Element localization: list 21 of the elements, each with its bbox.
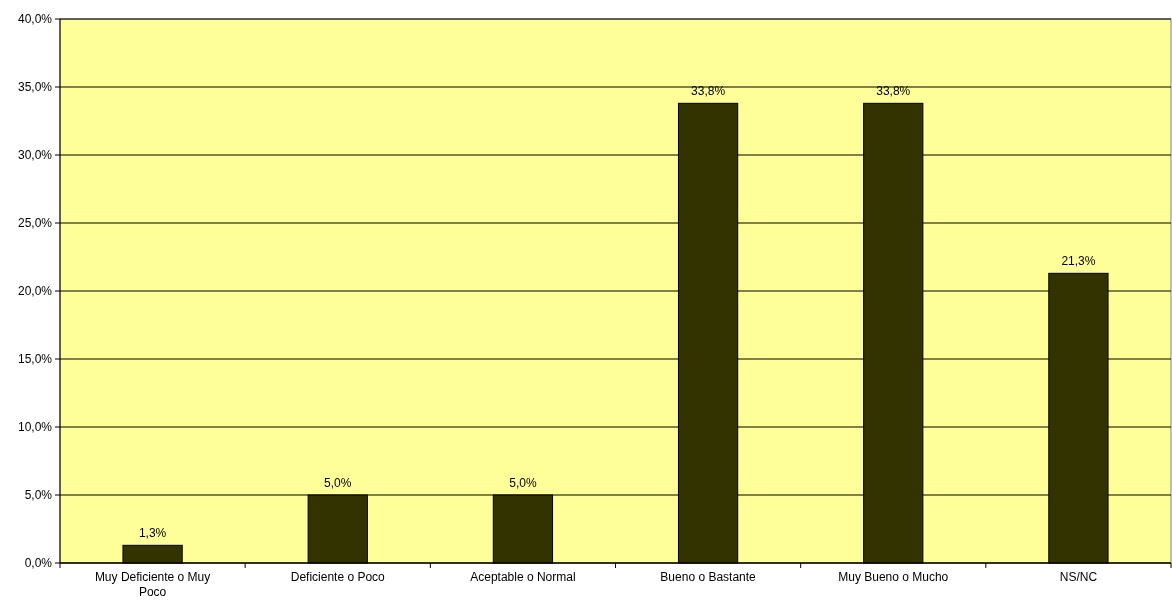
x-tick-label: Muy Deficiente o Muy Poco: [94, 570, 211, 599]
y-tick-label: 20,0%: [17, 284, 53, 299]
x-tick-label: Deficiente o Poco: [290, 570, 386, 584]
y-tick-label: 15,0%: [17, 352, 53, 367]
x-tick-label: NS/NC: [1059, 570, 1098, 584]
x-tick-label: Bueno o Bastante: [660, 570, 757, 584]
y-tick-label: 35,0%: [17, 80, 53, 95]
y-tick-label: 10,0%: [17, 420, 53, 435]
data-label: 5,0%: [509, 476, 537, 490]
y-tick-label: 25,0%: [17, 216, 53, 231]
data-label: 21,3%: [1061, 254, 1096, 269]
data-label: 5,0%: [324, 476, 352, 490]
y-tick-label: 40,0%: [17, 12, 53, 27]
y-tick-label: 30,0%: [17, 148, 53, 163]
y-tick-label: 0,0%: [24, 556, 53, 571]
data-label: 33,8%: [691, 84, 726, 99]
data-label: 33,8%: [876, 84, 911, 99]
data-label: 1,3%: [138, 526, 167, 541]
x-tick-label: Muy Bueno o Mucho: [838, 570, 949, 584]
x-tick-label: Aceptable o Normal: [470, 570, 576, 584]
y-tick-label: 5,0%: [24, 488, 53, 503]
